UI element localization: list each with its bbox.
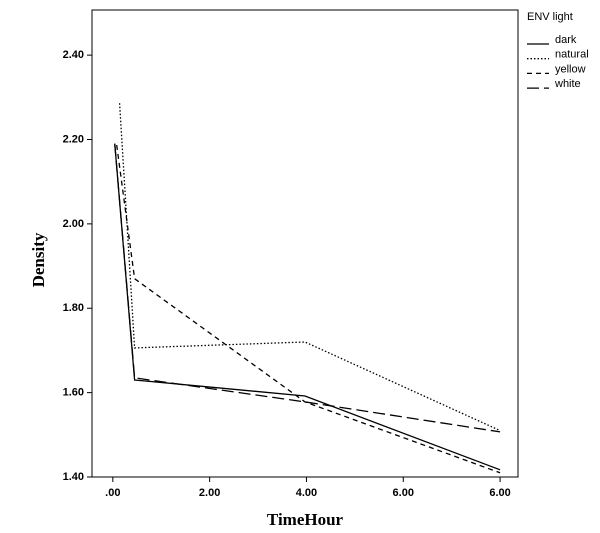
series-line [118,103,501,432]
legend-label: yellow [555,63,586,75]
legend-label: dark [555,34,577,46]
series-line [114,143,501,471]
y-tick-label: 2.20 [63,133,84,145]
legend-label: natural [555,49,589,61]
y-tick-label: 1.80 [63,302,84,314]
legend-label: white [554,78,581,90]
y-tick-label: 1.40 [63,471,84,483]
series-line [114,143,501,433]
y-tick-label: 2.40 [63,49,84,61]
y-tick-label: 2.00 [63,218,84,230]
x-tick-label: .00 [105,487,120,499]
y-tick-label: 1.60 [63,387,84,399]
x-tick-label: 6.00 [393,487,414,499]
x-axis-title: TimeHour [267,510,344,529]
plot-frame [91,9,519,478]
x-tick-label: 6.00 [489,487,510,499]
y-axis-title: Density [29,232,48,287]
x-tick-label: 4.00 [296,487,317,499]
x-tick-label: 2.00 [199,487,220,499]
legend-title: ENV light [527,11,573,23]
series-line [116,144,501,474]
